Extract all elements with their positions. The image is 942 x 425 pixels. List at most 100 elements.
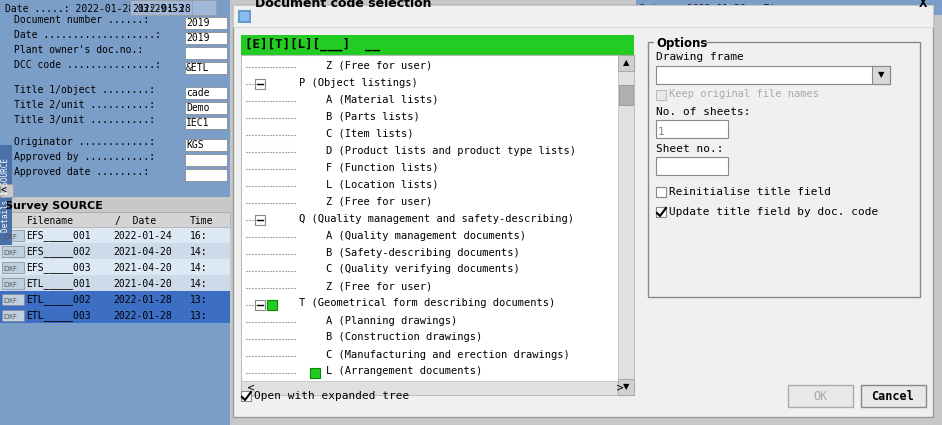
Bar bbox=[185, 47, 227, 59]
Bar bbox=[185, 17, 227, 29]
Text: L (Arrangement documents): L (Arrangement documents) bbox=[326, 366, 482, 377]
Text: Open with expanded tree: Open with expanded tree bbox=[254, 391, 409, 401]
Bar bbox=[255, 79, 265, 88]
Text: ▼: ▼ bbox=[878, 71, 885, 79]
Text: 2019: 2019 bbox=[186, 18, 209, 28]
Text: Title 1/object ........:: Title 1/object ........: bbox=[14, 85, 155, 95]
Text: Keep original file names: Keep original file names bbox=[669, 89, 819, 99]
Bar bbox=[619, 85, 633, 105]
Bar bbox=[656, 66, 890, 84]
Bar bbox=[185, 62, 227, 74]
Text: EFS_____003: EFS_____003 bbox=[26, 262, 90, 273]
Bar bbox=[185, 87, 227, 99]
Bar bbox=[241, 35, 634, 55]
Text: No. of sheets:: No. of sheets: bbox=[656, 107, 751, 117]
Bar bbox=[0, 15, 230, 425]
Text: Drawing frame: Drawing frame bbox=[656, 52, 744, 62]
Text: A (Planning drawings): A (Planning drawings) bbox=[326, 315, 457, 326]
Text: OK: OK bbox=[813, 389, 827, 402]
Text: ETL_____001: ETL_____001 bbox=[26, 278, 90, 289]
Bar bbox=[267, 300, 277, 309]
Text: 13:: 13: bbox=[190, 311, 207, 321]
Bar bbox=[136, 0, 216, 15]
Bar bbox=[656, 207, 666, 217]
Bar bbox=[656, 187, 666, 197]
Bar bbox=[241, 391, 251, 401]
Bar bbox=[238, 10, 251, 23]
Text: &ETL: &ETL bbox=[186, 63, 209, 73]
Bar bbox=[636, 0, 942, 15]
Bar bbox=[0, 259, 230, 275]
Bar bbox=[233, 5, 933, 27]
Text: Sheet no.:: Sheet no.: bbox=[656, 144, 723, 154]
Text: Details 1 SOURCE: Details 1 SOURCE bbox=[2, 158, 10, 232]
Text: DXF: DXF bbox=[3, 234, 17, 240]
Text: DXF: DXF bbox=[3, 282, 17, 288]
Text: 2021-04-20: 2021-04-20 bbox=[113, 247, 171, 257]
Bar bbox=[0, 184, 13, 197]
Bar bbox=[2, 278, 24, 289]
Bar bbox=[618, 55, 634, 71]
Text: cade: cade bbox=[186, 88, 209, 98]
Bar bbox=[656, 120, 728, 138]
Text: DCC code ...............:: DCC code ...............: bbox=[14, 60, 161, 70]
Text: 2022-01-28: 2022-01-28 bbox=[113, 311, 171, 321]
Bar bbox=[656, 157, 728, 175]
Text: [E][T][L][___]  __: [E][T][L][___] __ bbox=[245, 38, 380, 51]
Bar bbox=[255, 215, 265, 224]
Bar bbox=[185, 102, 227, 114]
Bar bbox=[0, 197, 230, 212]
Bar bbox=[2, 294, 24, 305]
Text: Plant owner's doc.no.:: Plant owner's doc.no.: bbox=[14, 45, 143, 55]
Text: T (Geometrical form describing documents): T (Geometrical form describing documents… bbox=[299, 298, 555, 309]
Text: Originator ............:: Originator ............: bbox=[14, 137, 155, 147]
Text: DXF: DXF bbox=[3, 250, 17, 256]
Text: ▲: ▲ bbox=[623, 59, 629, 68]
Bar bbox=[0, 323, 230, 425]
Text: Q (Quality management and safety-describing): Q (Quality management and safety-describ… bbox=[299, 213, 574, 224]
Bar bbox=[241, 55, 634, 395]
Text: >: > bbox=[616, 383, 625, 393]
Text: DXF: DXF bbox=[3, 298, 17, 304]
Text: ETL_____003: ETL_____003 bbox=[26, 310, 90, 321]
Text: Update title field by doc. code: Update title field by doc. code bbox=[669, 207, 878, 217]
Text: 2022-01-24: 2022-01-24 bbox=[113, 231, 171, 241]
Bar bbox=[0, 0, 942, 15]
Text: A (Quality management documents): A (Quality management documents) bbox=[326, 230, 526, 241]
Text: D (Product lists and product type lists): D (Product lists and product type lists) bbox=[326, 145, 576, 156]
Text: KGS: KGS bbox=[186, 140, 203, 150]
Text: 14:: 14: bbox=[190, 279, 207, 289]
Text: <: < bbox=[1, 186, 7, 196]
Text: Filename: Filename bbox=[27, 216, 74, 226]
Bar bbox=[2, 310, 24, 321]
Text: F (Function lists): F (Function lists) bbox=[326, 162, 438, 173]
Bar bbox=[0, 227, 230, 243]
Bar bbox=[0, 145, 12, 245]
Bar bbox=[0, 212, 230, 227]
Bar bbox=[0, 243, 230, 259]
Text: Document number ......:: Document number ......: bbox=[14, 15, 149, 25]
Bar bbox=[654, 36, 706, 50]
Bar bbox=[872, 66, 890, 84]
Bar bbox=[233, 5, 933, 417]
Text: /  Date: / Date bbox=[115, 216, 156, 226]
Text: 16:: 16: bbox=[190, 231, 207, 241]
Text: <: < bbox=[247, 383, 255, 393]
Text: B (Safety-describing documents): B (Safety-describing documents) bbox=[326, 247, 520, 258]
Text: Approved by ...........:: Approved by ...........: bbox=[14, 152, 155, 162]
Text: Reinitialise title field: Reinitialise title field bbox=[669, 187, 831, 197]
Text: Date .....: 2022-01-28: Date .....: 2022-01-28 bbox=[5, 4, 135, 14]
Bar bbox=[0, 291, 230, 307]
Text: DXF: DXF bbox=[3, 314, 17, 320]
Bar bbox=[185, 32, 227, 44]
Text: Date ...................:: Date ...................: bbox=[14, 30, 161, 40]
Text: IEC1: IEC1 bbox=[186, 118, 209, 128]
Text: B (Parts lists): B (Parts lists) bbox=[326, 111, 420, 122]
Text: 2021-04-20: 2021-04-20 bbox=[113, 263, 171, 273]
Text: C (Quality verifying documents): C (Quality verifying documents) bbox=[326, 264, 520, 275]
Text: Z (Free for user): Z (Free for user) bbox=[326, 196, 432, 207]
Text: Demo: Demo bbox=[186, 103, 209, 113]
Bar bbox=[788, 385, 853, 407]
Bar bbox=[0, 0, 230, 15]
Text: 2019: 2019 bbox=[186, 33, 209, 43]
